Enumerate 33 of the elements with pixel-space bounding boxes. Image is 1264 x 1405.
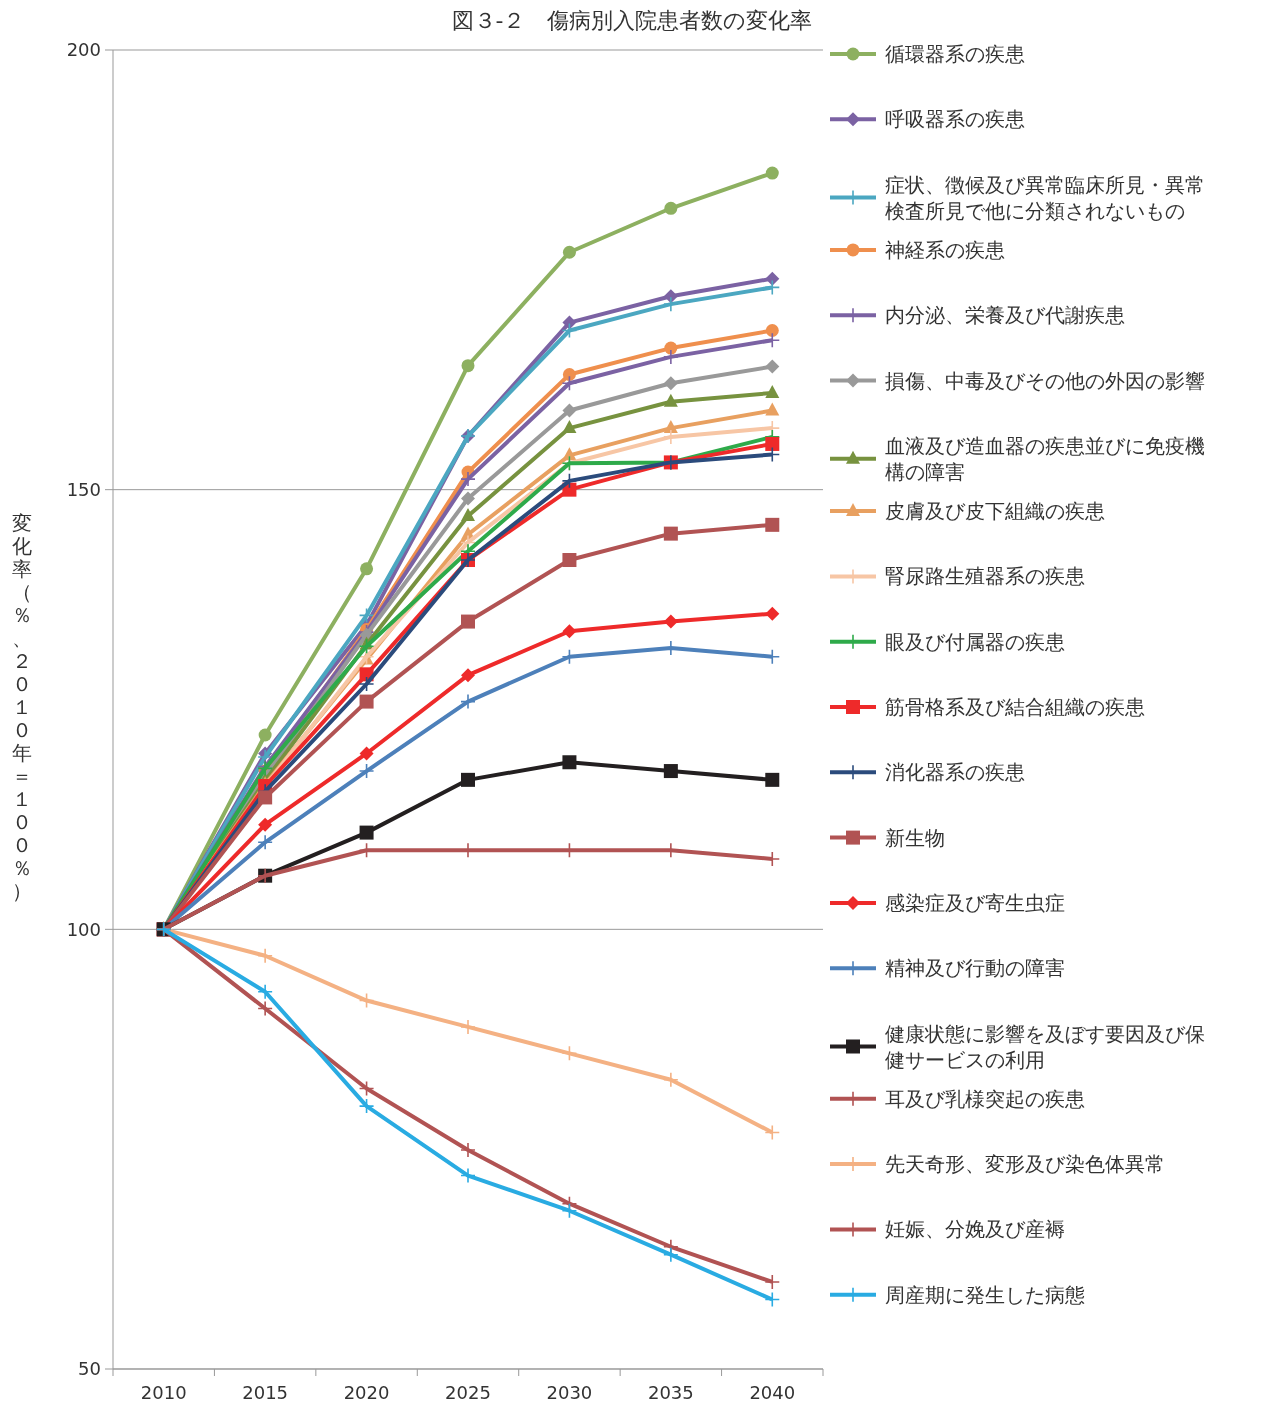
- x-tick-label: 2035: [647, 1382, 694, 1403]
- legend-label: 耳及び乳様突起の疾患: [885, 1086, 1085, 1111]
- legend-label: 呼吸器系の疾患: [885, 107, 1025, 132]
- legend-label: 消化器系の疾患: [885, 760, 1025, 785]
- legend-label: 周産期に発生した病態: [885, 1282, 1085, 1307]
- legend-label: 内分泌、栄養及び代謝疾患: [885, 303, 1125, 328]
- legend-label: 損傷、中毒及びその他の外因の影響: [885, 368, 1205, 393]
- legend-label: 筋骨格系及び結合組織の疾患: [885, 695, 1145, 719]
- legend-label: 症状、徴候及び異常臨床所見・異常検査所見で他に分類されないもの: [885, 172, 1205, 223]
- x-tick-label: 2025: [445, 1382, 491, 1403]
- legend-label: 健康状態に影響を及ぼす要因及び保健サービスの利用: [885, 1021, 1205, 1072]
- y-tick-label: 100: [66, 918, 101, 940]
- text: 変化率（％、２０１０年＝１００％）: [12, 511, 32, 903]
- x-tick-label: 2010: [140, 1382, 187, 1403]
- chart-title: 図３-２ 傷病別入院患者数の変化率: [451, 8, 813, 33]
- legend-label: 腎尿路生殖器系の疾患: [885, 564, 1085, 589]
- legend-label: 先天奇形、変形及び染色体異常: [885, 1152, 1165, 1177]
- legend-label: 血液及び造血器の疾患並びに免疫機構の障害: [885, 433, 1205, 484]
- x-tick-label: 2030: [546, 1382, 593, 1403]
- legend-label: 循環器系の疾患: [885, 42, 1025, 66]
- y-tick-label: 150: [66, 478, 101, 500]
- legend-label: 新生物: [885, 825, 945, 850]
- y-tick-label: 200: [66, 39, 101, 61]
- legend-label: 妊娠、分娩及び産褥: [885, 1217, 1065, 1242]
- legend-label: 精神及び行動の障害: [885, 956, 1065, 981]
- legend-label: 皮膚及び皮下組織の疾患: [885, 499, 1105, 524]
- x-tick-label: 2040: [749, 1382, 796, 1403]
- legend-label: 神経系の疾患: [885, 237, 1005, 262]
- x-tick-label: 2015: [242, 1382, 289, 1403]
- legend-label: 眼及び付属器の疾患: [885, 629, 1065, 654]
- x-tick-label: 2020: [343, 1382, 390, 1403]
- legend-label: 感染症及び寄生虫症: [885, 890, 1065, 915]
- y-tick-label: 50: [78, 1358, 101, 1380]
